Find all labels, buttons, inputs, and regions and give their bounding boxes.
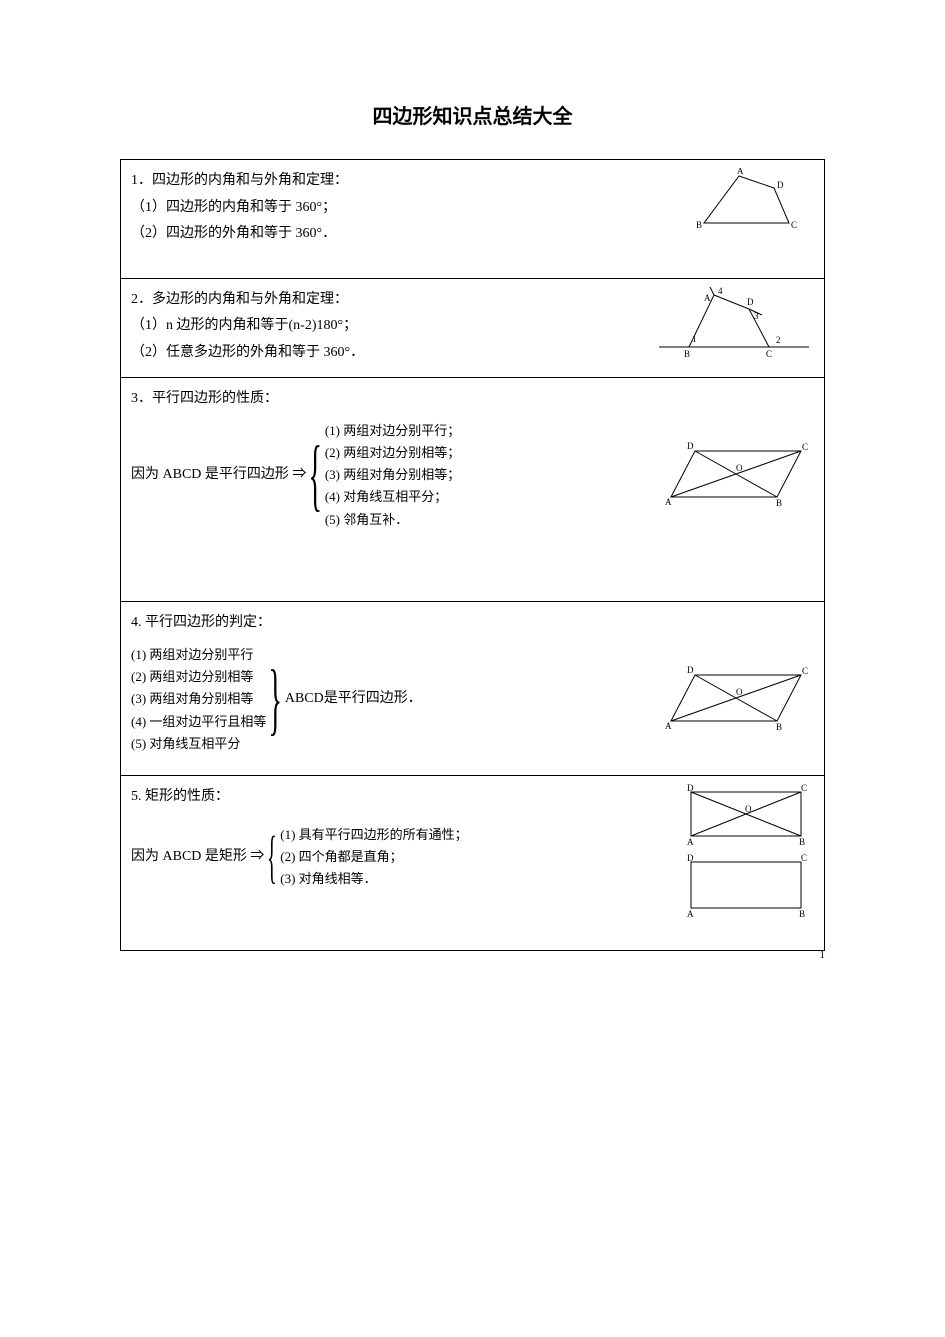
label-O5: O xyxy=(745,804,752,814)
label-A4: A xyxy=(665,721,672,731)
s1-line1: （1）四边形的内角和等于 360°； xyxy=(131,195,674,222)
page-number: 1 xyxy=(820,949,826,961)
label-A3: A xyxy=(665,497,672,507)
s4-figure: O A B C D xyxy=(659,663,814,735)
label-ang2: 2 xyxy=(776,335,781,345)
s4-item1: (1) 两组对边分别平行 xyxy=(131,644,266,666)
label-ang1: 1 xyxy=(692,334,697,344)
s5-figure-2: D C A B xyxy=(679,854,814,920)
s5-item2: (2) 四个角都是直角； xyxy=(280,846,467,868)
label-ang3: 3 xyxy=(754,311,759,321)
s2-line1: （1）n 边形的内角和等于(n-2)180°； xyxy=(131,313,634,340)
label-D2: D xyxy=(747,297,754,307)
page-title: 四边形知识点总结大全 xyxy=(120,100,825,129)
label-B6: B xyxy=(799,909,805,919)
label-B2: B xyxy=(684,349,690,359)
s4-heading: 4. 平行四边形的判定： xyxy=(131,610,814,637)
s4-item2: (2) 两组对边分别相等 xyxy=(131,666,266,688)
label-A: A xyxy=(737,168,744,176)
section-4: 4. 平行四边形的判定： (1) 两组对边分别平行 (2) 两组对边分别相等 (… xyxy=(121,601,825,775)
label-D6: D xyxy=(687,854,694,863)
s5-prefix: 因为 ABCD 是矩形 ⇒ xyxy=(131,844,264,871)
label-B: B xyxy=(696,220,702,230)
label-B4: B xyxy=(776,722,782,732)
s5-heading: 5. 矩形的性质： xyxy=(131,784,659,811)
label-O4: O xyxy=(736,687,743,697)
s3-prefix: 因为 ABCD 是平行四边形 ⇒ xyxy=(131,462,306,489)
s1-heading: 1．四边形的内角和与外角和定理： xyxy=(131,168,674,195)
s2-heading: 2．多边形的内角和与外角和定理： xyxy=(131,287,634,314)
s5-item3: (3) 对角线相等． xyxy=(280,868,467,890)
label-B3: B xyxy=(776,498,782,508)
s4-item5: (5) 对角线互相平分 xyxy=(131,733,266,755)
s3-item1: (1) 两组对边分别平行； xyxy=(325,420,460,442)
s1-figure: A D B C xyxy=(694,168,814,238)
section-1: 1．四边形的内角和与外角和定理： （1）四边形的内角和等于 360°； （2）四… xyxy=(121,160,825,279)
s4-item3: (3) 两组对角分别相等 xyxy=(131,688,266,710)
label-C6: C xyxy=(801,854,807,863)
s3-figure: O A B C D xyxy=(659,439,814,511)
brace-icon: { xyxy=(309,443,322,507)
section-2: 2．多边形的内角和与外角和定理： （1）n 边形的内角和等于(n-2)180°；… xyxy=(121,278,825,377)
section-3: 3．平行四边形的性质： 因为 ABCD 是平行四边形 ⇒ { (1) 两组对边分… xyxy=(121,377,825,601)
s2-line2: （2）任意多边形的外角和等于 360°． xyxy=(131,340,634,367)
label-C3: C xyxy=(802,442,808,452)
s2-figure: 1 2 3 4 A D B C xyxy=(654,287,814,365)
brace-icon-2: { xyxy=(267,834,277,880)
s1-line2: （2）四边形的外角和等于 360°． xyxy=(131,221,674,248)
label-ang4: 4 xyxy=(718,287,723,296)
content-table: 1．四边形的内角和与外角和定理： （1）四边形的内角和等于 360°； （2）四… xyxy=(120,159,825,951)
label-C4: C xyxy=(802,666,808,676)
s5-item1: (1) 具有平行四边形的所有通性； xyxy=(280,824,467,846)
s3-item3: (3) 两组对角分别相等； xyxy=(325,464,460,486)
label-A6: A xyxy=(687,909,694,919)
label-C5: C xyxy=(801,784,807,793)
s4-item4: (4) 一组对边平行且相等 xyxy=(131,711,266,733)
s3-item2: (2) 两组对边分别相等； xyxy=(325,442,460,464)
s5-figure-1: O D C A B xyxy=(679,784,814,848)
label-C2: C xyxy=(766,349,772,359)
s3-item4: (4) 对角线互相平分； xyxy=(325,486,460,508)
s3-item5: (5) 邻角互补． xyxy=(325,509,460,531)
label-D: D xyxy=(777,180,784,190)
label-D3: D xyxy=(687,441,694,451)
label-O3: O xyxy=(736,463,743,473)
label-C: C xyxy=(791,220,797,230)
label-D5: D xyxy=(687,784,694,793)
document-page: 四边形知识点总结大全 1．四边形的内角和与外角和定理： （1）四边形的内角和等于… xyxy=(0,0,945,991)
section-5: 5. 矩形的性质： 因为 ABCD 是矩形 ⇒ { (1) 具有平行四边形的所有… xyxy=(121,775,825,950)
brace-right-icon: } xyxy=(269,667,282,731)
s3-heading: 3．平行四边形的性质： xyxy=(131,386,814,413)
label-A2: A xyxy=(704,293,711,303)
label-D4: D xyxy=(687,665,694,675)
label-A5: A xyxy=(687,837,694,847)
label-B5: B xyxy=(799,837,805,847)
s4-suffix: ABCD是平行四边形． xyxy=(285,686,422,713)
